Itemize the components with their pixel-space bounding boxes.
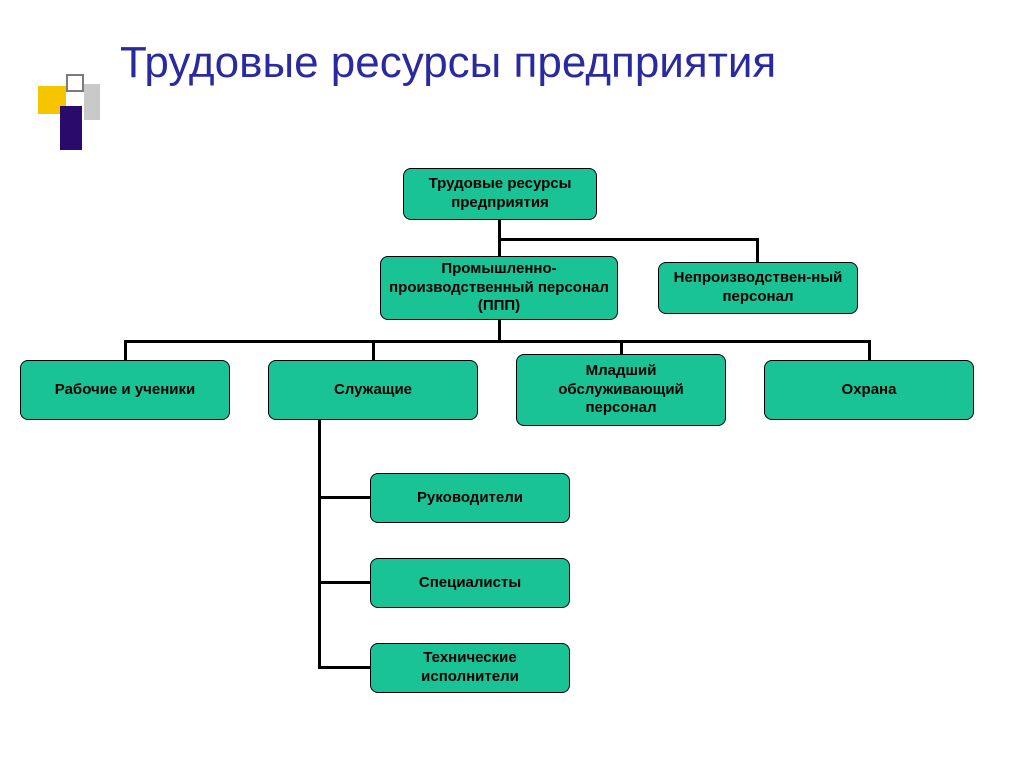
node-label: Руководители [417, 489, 523, 508]
edge [318, 666, 370, 669]
edge [372, 340, 375, 360]
node-junior: Младший обслуживающий персонал [516, 354, 726, 426]
edge [620, 340, 623, 354]
edge [868, 340, 871, 360]
node-nonprod: Непроизводствен-ный персонал [658, 262, 858, 314]
node-ppp: Промышленно-производственный персонал (П… [380, 256, 618, 320]
node-tech: Технические исполнители [370, 643, 570, 693]
decor-square-gray [84, 84, 100, 120]
node-staff: Служащие [268, 360, 478, 420]
node-specs: Специалисты [370, 558, 570, 608]
edge [124, 340, 127, 360]
edge [498, 238, 501, 256]
node-label: Рабочие и ученики [55, 381, 195, 400]
edge [756, 238, 759, 262]
edge [498, 320, 501, 340]
edge [318, 420, 321, 668]
slide-decor [30, 60, 110, 170]
node-label: Трудовые ресурсы предприятия [412, 175, 588, 213]
node-label: Охрана [842, 381, 897, 400]
edge [124, 340, 870, 343]
node-guard: Охрана [764, 360, 974, 420]
node-label: Непроизводствен-ный персонал [667, 269, 849, 307]
decor-square-white [66, 74, 84, 92]
edge [498, 238, 758, 241]
slide-title: Трудовые ресурсы предприятия [120, 38, 776, 89]
node-workers: Рабочие и ученики [20, 360, 230, 420]
edge [318, 581, 370, 584]
node-root: Трудовые ресурсы предприятия [403, 168, 597, 220]
edge [498, 220, 501, 238]
node-label: Служащие [334, 381, 412, 400]
edge [318, 496, 370, 499]
node-managers: Руководители [370, 473, 570, 523]
node-label: Младший обслуживающий персонал [525, 362, 717, 418]
decor-square-purple [60, 106, 82, 150]
org-chart: Трудовые ресурсы предприятия Промышленно… [0, 168, 1024, 758]
node-label: Промышленно-производственный персонал (П… [389, 260, 609, 316]
node-label: Технические исполнители [379, 649, 561, 687]
node-label: Специалисты [419, 574, 521, 593]
